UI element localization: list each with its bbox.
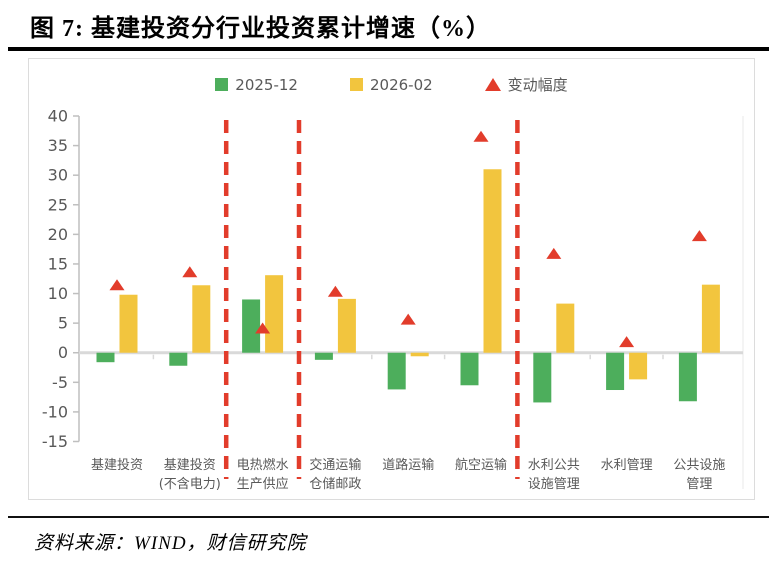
- bar-2025-12: [533, 352, 552, 403]
- x-category-label: 水利公共设施管理: [528, 458, 580, 492]
- bar-chart: -15 -10 -5 0 5 10 15 20 25 30 35 40 基建投资 基建投资(不含电力) 电热…: [42, 107, 744, 492]
- bar-2026-02: [119, 294, 138, 353]
- x-category-label: 道路运输: [382, 457, 434, 473]
- legend-item-2: 2026-02: [349, 75, 433, 94]
- bar-2025-12: [242, 299, 261, 353]
- legend-label: 变动幅度: [507, 76, 568, 94]
- bar-2026-02: [483, 169, 502, 353]
- y-tick-label: -15: [42, 432, 68, 451]
- bar-2026-02: [556, 303, 575, 353]
- change-triangle-marker: [109, 279, 125, 291]
- y-tick-label: 30: [48, 166, 68, 185]
- legend-label: 2025-12: [235, 75, 298, 94]
- y-tick-label: 40: [48, 107, 68, 126]
- legend-square-icon: [215, 78, 229, 91]
- change-triangle-marker: [619, 336, 635, 348]
- bar-2025-12: [678, 352, 697, 402]
- legend-triangle-icon: [484, 78, 501, 91]
- bar-2025-12: [606, 352, 625, 391]
- legend-item-1: 2025-12: [215, 76, 298, 94]
- figure-title: 图 7: 基建投资分行业投资累计增速（%）: [30, 16, 491, 42]
- legend-item-3: 变动幅度: [484, 74, 568, 95]
- bar-2025-12: [314, 352, 333, 360]
- bar-2025-12: [387, 352, 406, 390]
- y-tick-label: 35: [48, 136, 68, 155]
- y-tick-label: -5: [52, 373, 68, 392]
- bar-2026-02: [629, 352, 648, 380]
- x-category-label: 电热燃水生产供应: [237, 457, 289, 492]
- bar-2026-02: [701, 284, 720, 353]
- y-tick-label: 10: [48, 284, 68, 303]
- source-note: 资料来源：WIND，财信研究院: [34, 533, 307, 554]
- chart-legend: 2025-12 2026-02 变动幅度: [29, 74, 754, 95]
- y-tick-label: -10: [42, 402, 68, 421]
- bar-2025-12: [96, 352, 115, 363]
- change-triangle-marker: [327, 285, 343, 297]
- change-triangle-marker: [400, 313, 416, 325]
- legend-square-icon: [349, 78, 363, 91]
- y-tick-label: 20: [48, 225, 68, 244]
- x-category-label: 航空运输: [455, 457, 507, 473]
- title-rule: [8, 47, 769, 51]
- x-category-label: 水利管理: [601, 458, 653, 473]
- x-category-label: 交通运输仓储邮政: [309, 457, 361, 492]
- bar-2025-12: [169, 352, 188, 366]
- change-triangle-marker: [255, 322, 271, 334]
- bar-2026-02: [192, 285, 211, 353]
- change-triangle-marker: [473, 130, 489, 142]
- y-tick-label: 25: [48, 195, 68, 214]
- change-triangle-marker: [546, 247, 562, 259]
- y-tick-label: 5: [58, 314, 68, 333]
- bar-2025-12: [460, 352, 479, 386]
- bar-2026-02: [265, 275, 284, 353]
- bar-2026-02: [410, 352, 429, 357]
- chart-panel: 2025-12 2026-02 变动幅度 -15 -10 -5 0 5 10 15 20 25 30 3…: [28, 58, 755, 500]
- x-category-label: 基建投资: [91, 457, 143, 473]
- y-tick-label: 15: [48, 254, 68, 273]
- y-tick-label: 0: [58, 343, 68, 362]
- bar-2026-02: [337, 298, 356, 353]
- legend-label: 2026-02: [369, 75, 433, 94]
- x-category-label: 基建投资(不含电力): [159, 457, 221, 492]
- footer-rule: [8, 516, 769, 518]
- change-triangle-marker: [182, 266, 198, 278]
- x-category-label: 公共设施管理: [673, 458, 725, 492]
- change-triangle-marker: [691, 230, 707, 242]
